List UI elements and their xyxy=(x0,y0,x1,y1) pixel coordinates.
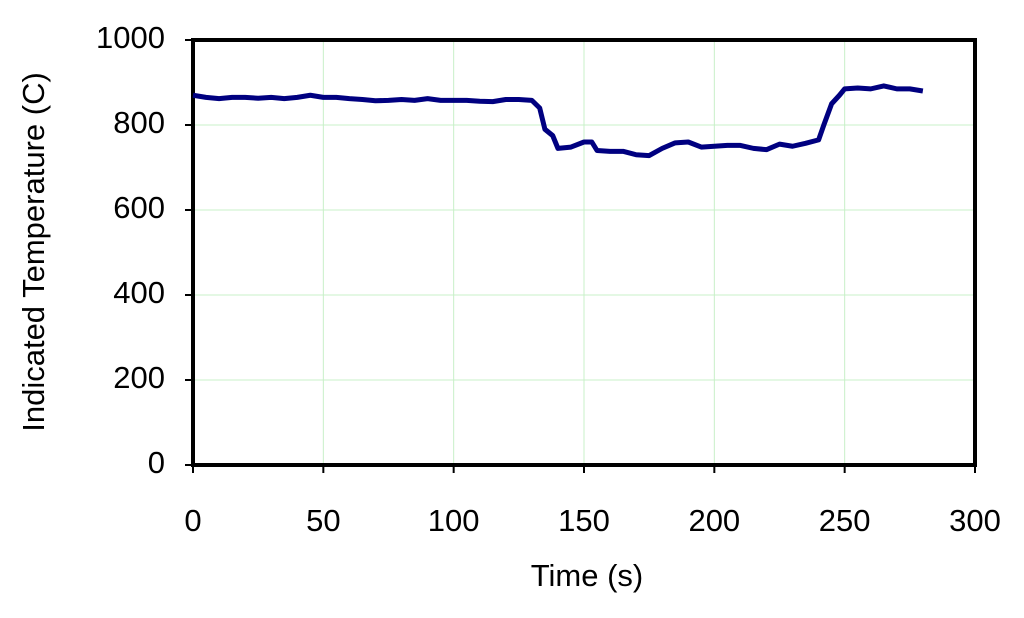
plot-frame xyxy=(191,38,977,467)
x-tick-label: 300 xyxy=(949,503,1001,538)
x-tick-label: 150 xyxy=(558,503,610,538)
x-tick-label: 250 xyxy=(819,503,871,538)
x-axis-title: Time (s) xyxy=(531,558,644,593)
x-tick-label: 50 xyxy=(306,503,340,538)
y-tick-label: 400 xyxy=(113,275,165,310)
y-tick-label: 600 xyxy=(113,190,165,225)
y-tick-label: 800 xyxy=(113,105,165,140)
y-tick-label: 1000 xyxy=(96,20,165,55)
x-tick-label: 100 xyxy=(428,503,480,538)
y-axis-title: Indicated Temperature (C) xyxy=(16,72,51,432)
data-line xyxy=(192,83,924,159)
x-tick-label: 200 xyxy=(688,503,740,538)
x-tick-label: 0 xyxy=(184,503,201,538)
y-tick-label: 0 xyxy=(148,445,165,480)
y-tick-label: 200 xyxy=(113,360,165,395)
